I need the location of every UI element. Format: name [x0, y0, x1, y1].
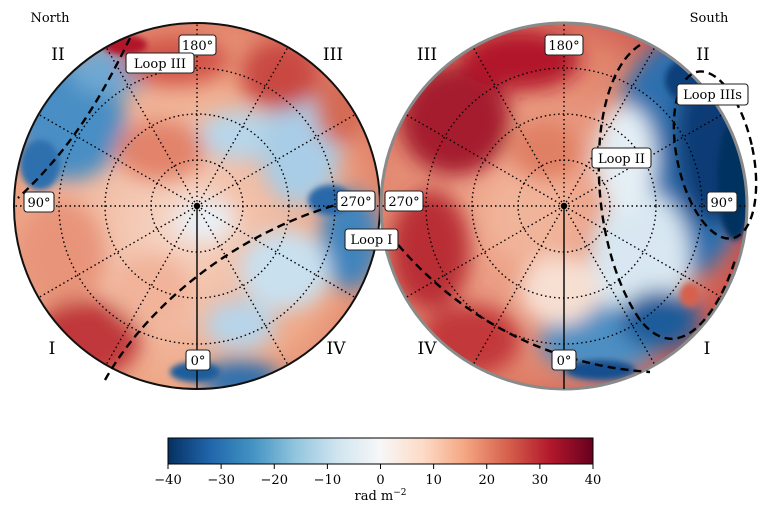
svg-text:90°: 90° [710, 196, 733, 211]
south-lon-label-right: 90° [706, 191, 738, 213]
south-quadrant-top-left: III [417, 45, 437, 65]
colorbar-tick-label: −20 [261, 473, 288, 488]
north-quadrant-bottom-right: IV [327, 339, 347, 359]
svg-text:Loop I: Loop I [351, 233, 393, 248]
svg-text:90°: 90° [27, 196, 50, 211]
loop-iii-label: Loop III [125, 52, 195, 74]
north-graticule [14, 23, 380, 366]
south-quadrant-bottom-right: I [704, 339, 711, 359]
north-hemisphere [13, 22, 381, 390]
loop-iiis-outline [672, 70, 758, 240]
svg-text:Loop II: Loop II [598, 152, 645, 167]
loop-i-label: Loop I [344, 228, 399, 251]
colorbar-ticks: −40 −30 −20 −10 0 10 20 30 40 [154, 464, 601, 488]
svg-text:270°: 270° [388, 195, 419, 210]
north-lon-label-top: 180° [178, 34, 217, 56]
north-title: North [30, 11, 70, 26]
colorbar-label: rad m−2 [354, 488, 406, 504]
colorbar-tick-label: 30 [532, 473, 549, 488]
loop-i-outline-south [389, 234, 651, 374]
south-hemisphere [379, 21, 758, 391]
colorbar-tick-label: −10 [314, 473, 341, 488]
colorbar: −40 −30 −20 −10 0 10 20 30 40 rad m−2 [154, 437, 601, 504]
south-pole-dot [560, 202, 568, 210]
south-lon-label-top: 180° [544, 34, 584, 56]
svg-text:Loop IIIs: Loop IIIs [683, 88, 742, 103]
svg-text:Loop III: Loop III [134, 57, 186, 72]
north-lon-label-bottom: 0° [185, 349, 211, 371]
south-lon-label-bottom: 0° [551, 349, 577, 371]
svg-text:180°: 180° [548, 39, 579, 54]
north-pole-dot [193, 202, 201, 210]
north-lon-label-right: 270° [336, 190, 376, 212]
colorbar-tick-label: 10 [425, 473, 442, 488]
north-quadrant-top-left: II [51, 45, 64, 65]
north-quadrant-top-right: III [323, 45, 343, 65]
svg-text:270°: 270° [340, 195, 371, 210]
svg-text:0°: 0° [557, 354, 572, 369]
svg-text:0°: 0° [191, 354, 206, 369]
colorbar-tick-label: 0 [376, 473, 384, 488]
loop-ii-outline [597, 43, 737, 340]
colorbar-tick-label: 20 [478, 473, 495, 488]
svg-text:180°: 180° [182, 39, 213, 54]
south-quadrant-bottom-left: IV [418, 339, 438, 359]
north-lon-label-left: 90° [23, 191, 55, 213]
colorbar-ramp [167, 437, 594, 465]
loop-iiis-label: Loop IIIs [676, 83, 749, 106]
colorbar-tick-label: 40 [585, 473, 602, 488]
colorbar-tick-label: −40 [154, 473, 181, 488]
loop-ii-label: Loop II [591, 147, 652, 169]
loop-iii-outline [17, 37, 132, 199]
south-lon-label-left: 270° [384, 190, 424, 212]
south-title: South [690, 11, 729, 26]
north-quadrant-bottom-left: I [49, 339, 56, 359]
colorbar-tick-label: −30 [207, 473, 234, 488]
south-quadrant-top-right: II [696, 45, 709, 65]
